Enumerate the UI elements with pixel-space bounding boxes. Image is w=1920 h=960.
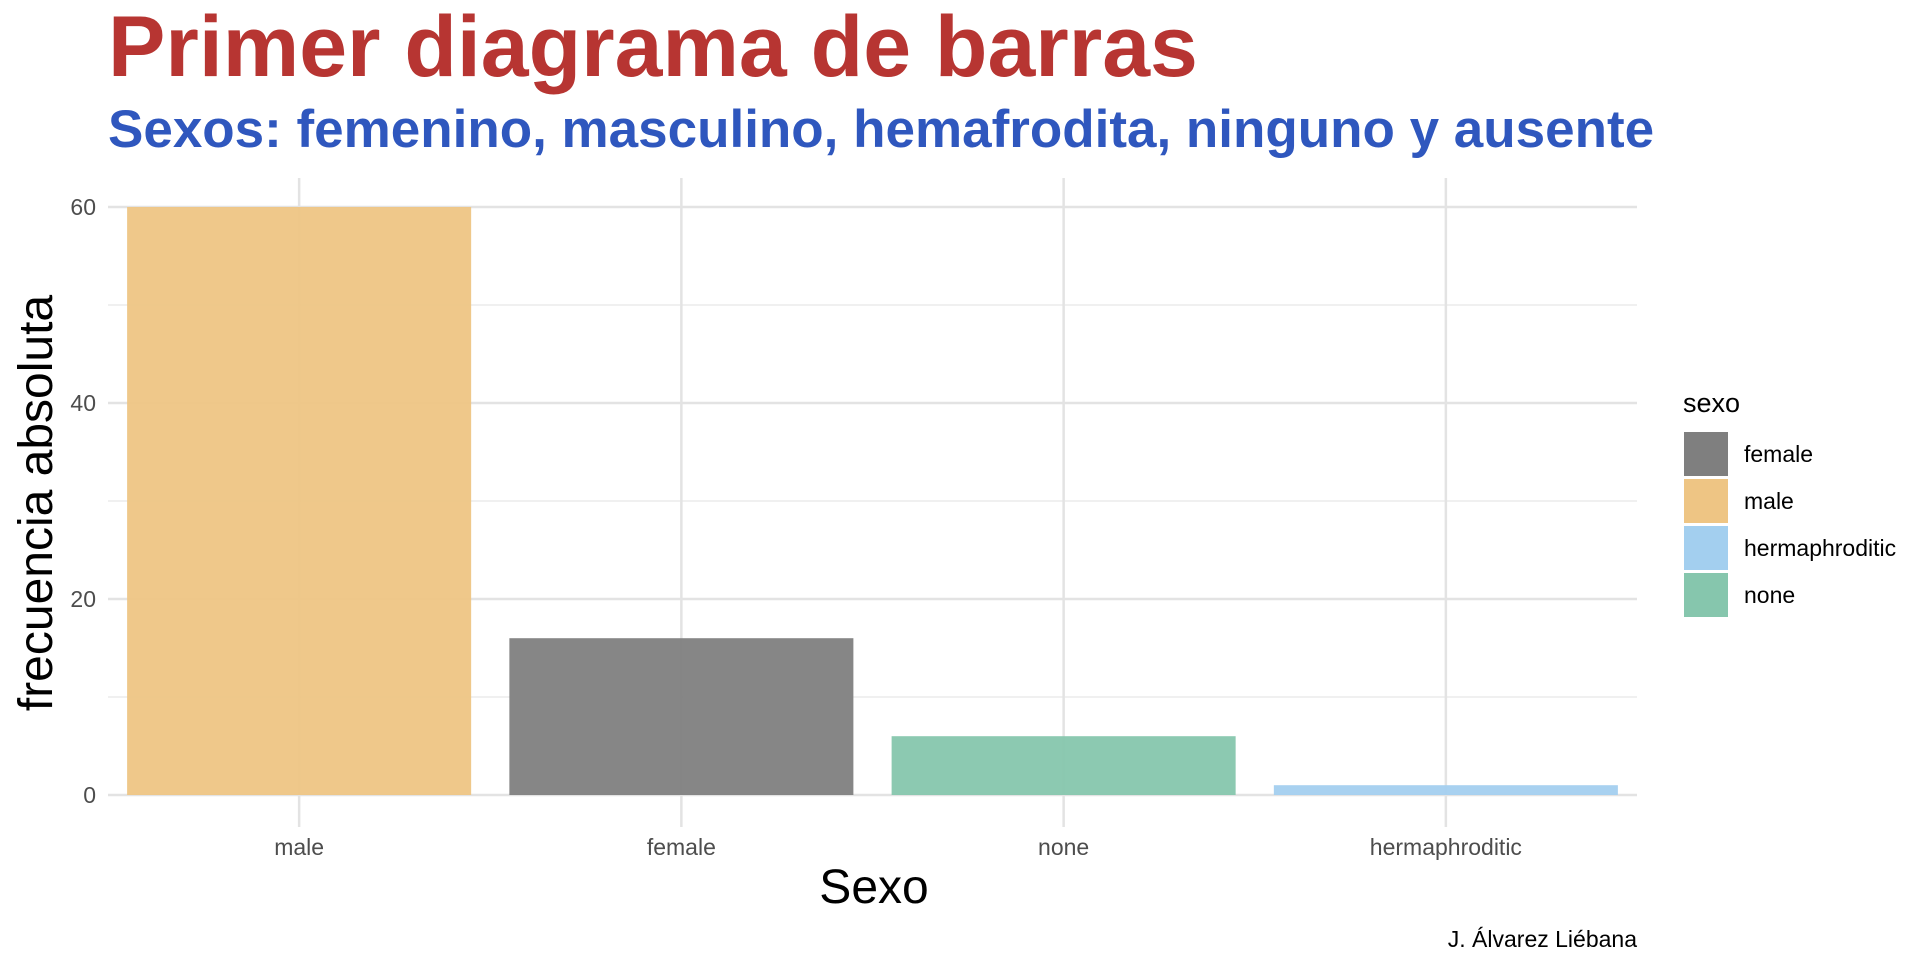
legend-swatch-female	[1684, 432, 1728, 476]
x-axis-ticks: male female none hermaphroditic	[274, 834, 1522, 860]
x-axis-label: Sexo	[819, 861, 928, 914]
legend: sexo female male hermaphroditic none	[1683, 388, 1896, 617]
legend-label: female	[1744, 441, 1813, 467]
x-tick-label: hermaphroditic	[1370, 834, 1522, 860]
bar-hermaphroditic	[1273, 785, 1618, 795]
x-tick-label: male	[274, 834, 324, 860]
legend-label: male	[1744, 488, 1794, 514]
y-tick-label: 0	[83, 782, 96, 808]
bar-male	[127, 207, 472, 795]
x-tick-label: none	[1038, 834, 1089, 860]
bar-none	[891, 736, 1236, 795]
legend-swatch-male	[1684, 479, 1728, 523]
bar-female	[509, 638, 854, 795]
y-tick-label: 40	[70, 390, 96, 416]
legend-label: hermaphroditic	[1744, 535, 1896, 561]
legend-label: none	[1744, 582, 1795, 608]
chart-subtitle: Sexos: femenino, masculino, hemafrodita,…	[108, 100, 1654, 159]
x-tick-label: female	[647, 834, 716, 860]
legend-title: sexo	[1683, 388, 1740, 418]
legend-swatch-none	[1684, 573, 1728, 617]
y-axis-label: frecuencia absoluta	[10, 295, 63, 712]
y-axis-ticks: 0 20 40 60	[70, 194, 96, 808]
bars	[127, 207, 1618, 795]
y-tick-label: 20	[70, 586, 96, 612]
chart-title: Primer diagrama de barras	[108, 0, 1198, 95]
legend-swatch-hermaphroditic	[1684, 526, 1728, 570]
chart-caption: J. Álvarez Liébana	[1448, 926, 1637, 952]
y-tick-label: 60	[70, 194, 96, 220]
